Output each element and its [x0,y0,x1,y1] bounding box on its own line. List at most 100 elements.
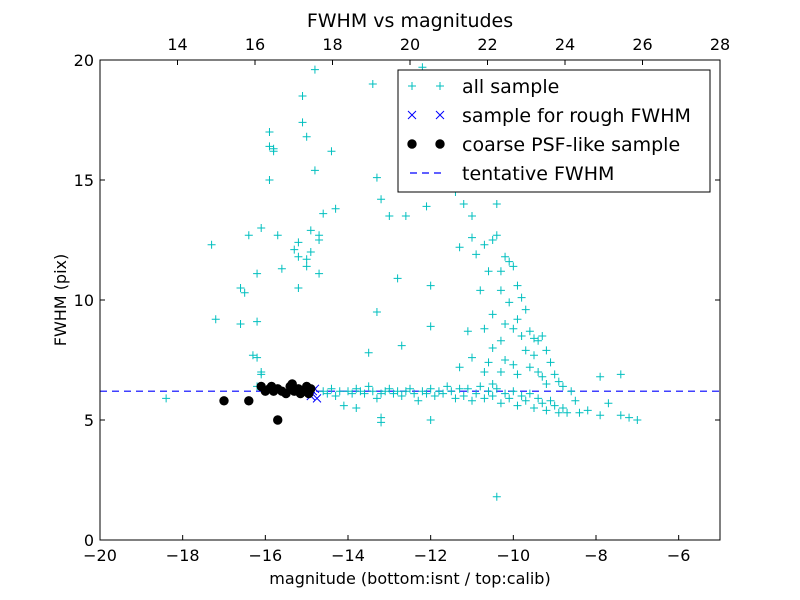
all-sample-point [488,236,497,244]
all-sample-point [455,384,464,393]
all-sample-point [302,255,311,264]
all-sample-point [410,389,419,398]
legend-marker-swatch [436,82,444,90]
all-sample-point [368,387,377,396]
all-sample-point [488,310,497,319]
all-sample-point [310,65,319,74]
all-sample-point [476,382,485,391]
all-sample-point [463,327,472,336]
all-sample-point [265,142,274,151]
legend-item: tentative FWHM [410,163,614,185]
all-sample-point [426,322,435,331]
all-sample-point [534,336,543,345]
all-sample-point [571,396,580,405]
all-sample-point [488,380,497,388]
all-sample-point [558,382,567,391]
all-sample-point [542,346,551,355]
all-sample-point [542,380,551,388]
axis-ticks: −20 −18 −16 −14 −12 −10 −8 −6 0 5 10 15 20 14 16 18 20 22… [74,35,731,565]
top-tick-label: 20 [400,35,420,54]
all-sample-point [534,394,543,403]
all-sample-point [521,346,530,355]
all-sample-point [538,399,547,408]
legend-label: sample for rough FWHM [462,105,691,127]
x-tick-label: −10 [496,546,530,565]
all-sample-point [521,396,530,405]
legend-marker-swatch [435,139,445,149]
all-sample-point [265,176,274,184]
all-sample-point [480,368,489,376]
all-sample-point [596,411,605,420]
all-sample-point [554,377,563,386]
all-sample-point [480,324,489,333]
all-sample-point [372,173,381,182]
all-sample-point [389,389,398,398]
all-sample-point [269,147,278,156]
all-sample-point [393,387,402,396]
all-sample-point [530,351,538,360]
all-sample-point [496,336,505,345]
all-sample-point [335,387,344,396]
all-sample-point [377,418,386,427]
legend-item: all sample [408,76,559,98]
all-sample-point [455,363,464,372]
all-sample-point [298,92,307,100]
y-tick-label: 20 [74,51,94,70]
all-sample-point [294,238,303,247]
all-sample-point [567,387,576,396]
all-sample-point [356,387,365,396]
all-sample-point [310,166,319,175]
chart-title: FWHM vs magnitudes [307,10,513,32]
top-tick-label: 16 [245,35,265,54]
all-sample-point [505,257,514,266]
all-sample-point [426,416,435,424]
legend: all sample sample for rough FWHM coarse PS… [397,69,711,193]
all-sample-point [538,372,547,381]
all-sample-point [257,224,266,232]
all-sample-point [294,252,303,261]
all-sample-point [509,360,518,369]
all-sample-point [360,389,369,398]
all-sample-point [344,387,352,396]
all-sample-point [426,281,435,290]
all-sample-point [339,401,348,410]
x-tick-label: −14 [331,546,365,565]
x-tick-label: −20 [83,546,117,565]
all-sample-point [352,404,361,412]
all-sample-point [492,384,501,393]
plot-content [100,63,720,501]
all-sample-point [484,387,493,396]
all-sample-point [550,401,559,410]
all-sample-point [501,389,510,398]
y-tick-label: 10 [74,291,94,310]
all-sample-point [372,308,381,316]
all-sample-point [162,394,171,403]
all-sample-point [505,298,514,307]
all-sample-point [517,392,526,400]
all-sample-point [534,368,543,376]
all-sample-point [447,387,456,396]
legend-marker-swatch [407,110,417,120]
all-sample-point [459,392,468,400]
all-sample-point [306,248,315,256]
x-tick-label: −12 [414,546,448,565]
all-sample-point [397,392,406,400]
all-sample-point [327,384,336,393]
all-sample-point [244,231,253,240]
all-sample-point [509,262,518,271]
all-sample-point [480,240,489,249]
all-sample-point [439,389,448,398]
all-sample-point [604,399,613,408]
all-sample-point [513,370,522,379]
all-sample-point [496,267,505,276]
all-sample-point [546,358,555,367]
all-sample-point [550,370,559,379]
all-sample-point [455,243,464,252]
all-sample-point [468,396,476,405]
all-sample-point [211,315,220,324]
all-sample-point [530,404,538,412]
all-sample-point [422,202,431,211]
y-tick-label: 15 [74,171,94,190]
all-sample-point [302,132,311,141]
all-sample-point [393,274,402,283]
